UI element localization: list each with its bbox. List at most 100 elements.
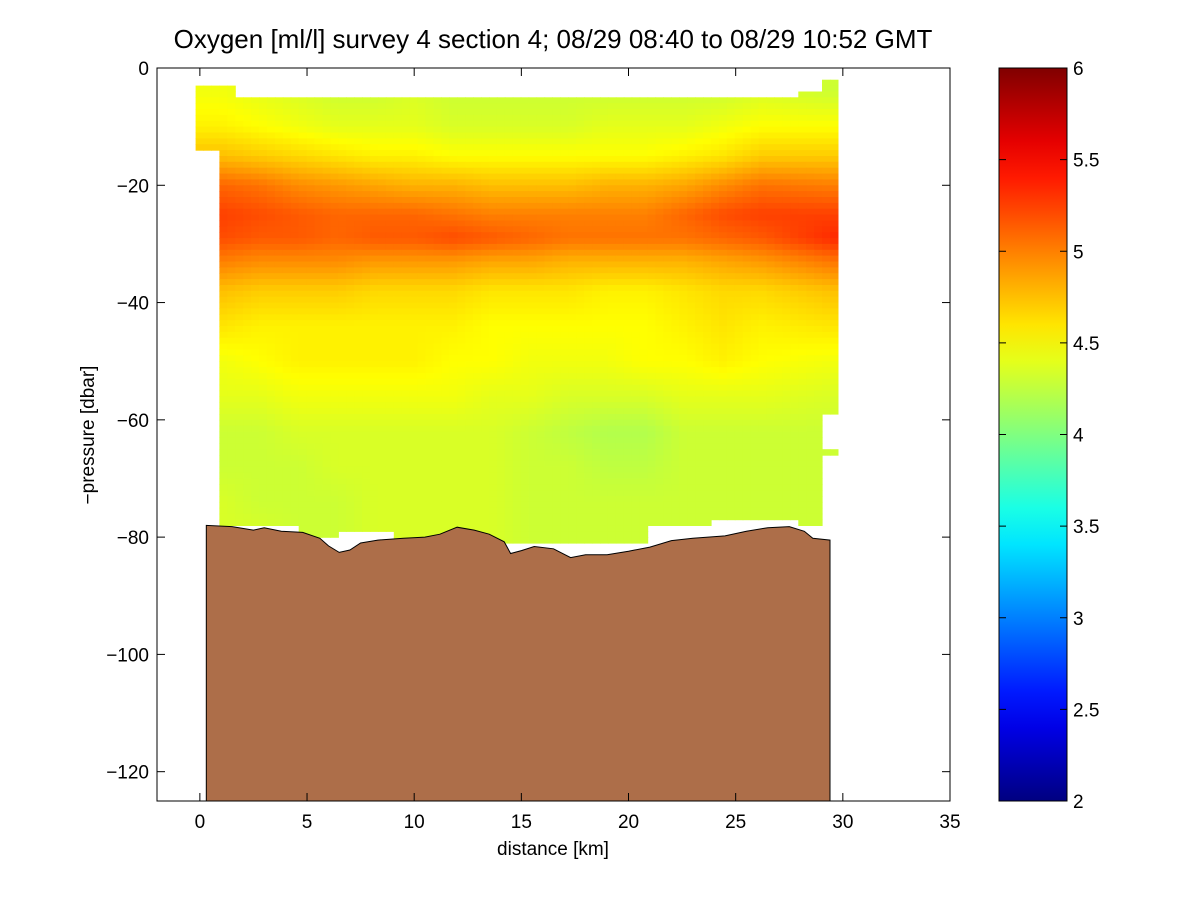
heatmap-cell	[766, 114, 775, 122]
heatmap-cell	[822, 296, 831, 304]
heatmap-cell	[719, 355, 728, 362]
heatmap-cell	[274, 302, 284, 310]
heatmap-cell	[473, 138, 482, 145]
heatmap-cell	[473, 314, 482, 321]
heatmap-cell	[481, 173, 490, 181]
heatmap-cell	[259, 402, 268, 409]
heatmap-cell	[251, 214, 260, 222]
heatmap-cell	[259, 185, 268, 192]
heatmap-cell	[385, 320, 395, 327]
heatmap-cell	[742, 185, 752, 192]
heatmap-cell	[465, 466, 474, 474]
heatmap-cell	[726, 114, 736, 122]
heatmap-cell	[481, 331, 490, 339]
heatmap-cell	[607, 238, 617, 245]
heatmap-cell	[647, 320, 657, 327]
heatmap-cell	[290, 290, 300, 298]
heatmap-cell	[544, 214, 553, 222]
heatmap-cell	[219, 437, 228, 444]
heatmap-cell	[417, 320, 427, 327]
heatmap-cell	[251, 103, 260, 110]
heatmap-cell	[830, 267, 839, 274]
heatmap-cell	[322, 290, 331, 298]
heatmap-cell	[782, 349, 791, 356]
heatmap-cell	[441, 361, 450, 368]
heatmap-cell	[251, 320, 260, 327]
heatmap-cell	[758, 238, 768, 245]
heatmap-cell	[504, 167, 514, 175]
heatmap-cell	[750, 390, 760, 397]
heatmap-cell	[647, 326, 657, 333]
heatmap-cell	[615, 267, 625, 274]
heatmap-cell	[592, 449, 601, 456]
heatmap-cell	[798, 296, 807, 304]
heatmap-cell	[259, 290, 268, 298]
heatmap-cell	[433, 97, 442, 104]
heatmap-cell	[814, 437, 823, 444]
heatmap-cell	[473, 402, 482, 409]
heatmap-cell	[576, 156, 585, 163]
heatmap-cell	[473, 460, 482, 468]
heatmap-cell	[266, 455, 276, 462]
heatmap-cell	[544, 378, 553, 386]
heatmap-cell	[520, 349, 530, 356]
heatmap-cell	[385, 120, 395, 128]
heatmap-cell	[639, 249, 649, 257]
heatmap-cell	[687, 425, 696, 433]
heatmap-cell	[409, 185, 419, 192]
heatmap-cell	[433, 290, 442, 298]
heatmap-cell	[798, 437, 807, 444]
heatmap-cell	[282, 437, 292, 444]
heatmap-cell	[568, 109, 577, 116]
heatmap-cell	[679, 273, 688, 280]
heatmap-cell	[719, 308, 728, 315]
heatmap-cell	[314, 273, 323, 280]
heatmap-cell	[544, 431, 553, 439]
heatmap-cell	[314, 173, 323, 181]
heatmap-cell	[750, 378, 760, 386]
heatmap-cell	[441, 191, 450, 198]
heatmap-cell	[528, 120, 538, 128]
heatmap-cell	[655, 267, 664, 274]
heatmap-cell	[584, 114, 593, 122]
heatmap-cell	[782, 144, 791, 151]
heatmap-cell	[528, 202, 538, 210]
heatmap-cell	[520, 402, 530, 409]
heatmap-cell	[742, 126, 752, 134]
heatmap-cell	[330, 343, 339, 351]
heatmap-cell	[306, 255, 316, 263]
heatmap-cell	[330, 179, 339, 186]
heatmap-cell	[655, 238, 664, 245]
heatmap-cell	[282, 220, 292, 227]
heatmap-cell	[742, 267, 752, 274]
heatmap-cell	[679, 120, 688, 128]
heatmap-cell	[298, 202, 308, 210]
heatmap-cell	[663, 402, 672, 409]
heatmap-cell	[830, 103, 839, 110]
heatmap-cell	[536, 249, 546, 257]
heatmap-cell	[592, 161, 601, 169]
heatmap-cell	[822, 320, 831, 327]
heatmap-cell	[259, 372, 268, 380]
heatmap-cell	[266, 372, 276, 380]
heatmap-cell	[734, 372, 744, 380]
heatmap-cell	[346, 208, 355, 216]
heatmap-cell	[663, 208, 672, 216]
heatmap-cell	[592, 355, 601, 362]
heatmap-cell	[211, 114, 220, 122]
heatmap-cell	[806, 243, 815, 251]
heatmap-cell	[512, 460, 522, 468]
heatmap-cell	[354, 337, 363, 345]
heatmap-cell	[235, 308, 244, 315]
heatmap-cell	[711, 267, 720, 274]
heatmap-cell	[322, 249, 331, 257]
heatmap-cell	[433, 308, 442, 315]
heatmap-cell	[274, 460, 284, 468]
heatmap-cell	[766, 431, 775, 439]
heatmap-cell	[219, 243, 228, 251]
heatmap-cell	[322, 161, 331, 169]
heatmap-cell	[607, 296, 617, 304]
heatmap-cell	[409, 214, 419, 222]
heatmap-cell	[520, 320, 530, 327]
heatmap-cell	[544, 361, 553, 368]
